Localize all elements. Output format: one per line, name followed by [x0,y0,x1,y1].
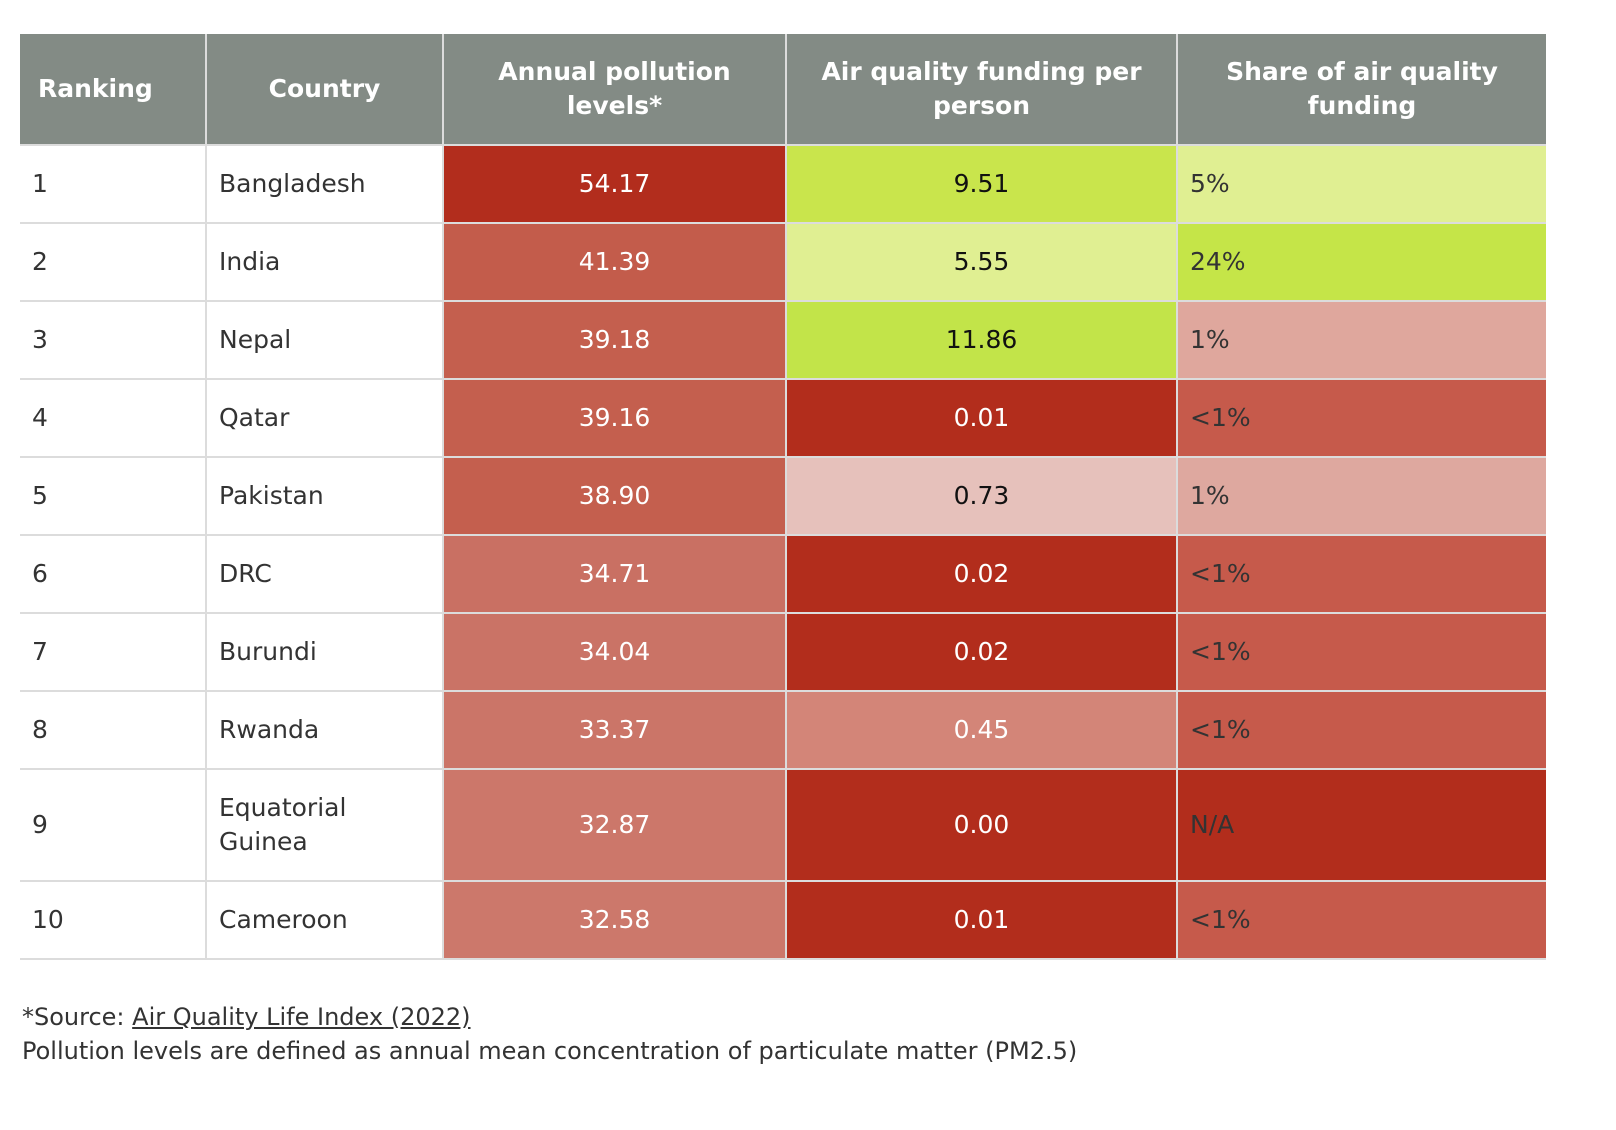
ranking-cell: 9 [20,768,207,882]
funding-per-person-cell: 0.02 [785,612,1178,692]
pollution-funding-table: Ranking Country Annual pollution levels*… [20,34,1546,960]
header-country: Country [205,34,444,146]
table-row: 9 Equatorial Guinea 32.87 0.00 N/A [20,768,1546,882]
source-line: *Source: Air Quality Life Index (2022) [22,1000,1077,1034]
header-row: Ranking Country Annual pollution levels*… [20,34,1546,146]
share-cell: 24% [1176,222,1546,302]
share-cell: 1% [1176,300,1546,380]
funding-per-person-cell: 5.55 [785,222,1178,302]
funding-per-person-cell: 9.51 [785,144,1178,224]
table-row: 3 Nepal 39.18 11.86 1% [20,300,1546,380]
country-cell: DRC [205,534,444,614]
funding-per-person-cell: 0.01 [785,378,1178,458]
share-cell: <1% [1176,690,1546,770]
table-container: Ranking Country Annual pollution levels*… [20,34,1546,960]
footer: *Source: Air Quality Life Index (2022) P… [22,1000,1077,1068]
ranking-cell: 4 [20,378,207,458]
funding-per-person-cell: 0.45 [785,690,1178,770]
share-cell: <1% [1176,880,1546,960]
country-cell: Nepal [205,300,444,380]
table-row: 6 DRC 34.71 0.02 <1% [20,534,1546,614]
source-prefix: *Source: [22,1003,133,1031]
header-share-of-funding: Share of air quality funding [1176,34,1546,146]
funding-per-person-cell: 0.01 [785,880,1178,960]
pollution-cell: 39.16 [442,378,787,458]
table-row: 7 Burundi 34.04 0.02 <1% [20,612,1546,692]
ranking-cell: 6 [20,534,207,614]
pollution-cell: 33.37 [442,690,787,770]
funding-per-person-cell: 0.00 [785,768,1178,882]
country-cell: Pakistan [205,456,444,536]
header-ranking: Ranking [20,34,207,146]
ranking-cell: 2 [20,222,207,302]
funding-per-person-cell: 0.73 [785,456,1178,536]
funding-per-person-cell: 11.86 [785,300,1178,380]
ranking-cell: 3 [20,300,207,380]
pollution-cell: 54.17 [442,144,787,224]
ranking-cell: 5 [20,456,207,536]
share-cell: <1% [1176,378,1546,458]
share-cell: <1% [1176,534,1546,614]
pollution-cell: 41.39 [442,222,787,302]
funding-per-person-cell: 0.02 [785,534,1178,614]
footnote: Pollution levels are defined as annual m… [22,1037,1078,1065]
table-row: 10 Cameroon 32.58 0.01 <1% [20,880,1546,960]
share-cell: N/A [1176,768,1546,882]
country-cell: Cameroon [205,880,444,960]
table-row: 5 Pakistan 38.90 0.73 1% [20,456,1546,536]
share-cell: <1% [1176,612,1546,692]
share-cell: 1% [1176,456,1546,536]
country-cell: Burundi [205,612,444,692]
country-cell: Rwanda [205,690,444,770]
pollution-cell: 38.90 [442,456,787,536]
pollution-cell: 32.58 [442,880,787,960]
pollution-cell: 34.04 [442,612,787,692]
country-cell: Equatorial Guinea [205,768,444,882]
source-link[interactable]: Air Quality Life Index (2022) [132,1003,471,1031]
ranking-cell: 1 [20,144,207,224]
pollution-cell: 34.71 [442,534,787,614]
ranking-cell: 8 [20,690,207,770]
ranking-cell: 10 [20,880,207,960]
header-annual-pollution: Annual pollution levels* [442,34,787,146]
country-cell: Bangladesh [205,144,444,224]
pollution-cell: 39.18 [442,300,787,380]
table-row: 4 Qatar 39.16 0.01 <1% [20,378,1546,458]
table-row: 2 India 41.39 5.55 24% [20,222,1546,302]
country-cell: Qatar [205,378,444,458]
country-cell: India [205,222,444,302]
share-cell: 5% [1176,144,1546,224]
ranking-cell: 7 [20,612,207,692]
pollution-cell: 32.87 [442,768,787,882]
header-funding-per-person: Air quality funding per person [785,34,1178,146]
table-row: 1 Bangladesh 54.17 9.51 5% [20,144,1546,224]
table-row: 8 Rwanda 33.37 0.45 <1% [20,690,1546,770]
